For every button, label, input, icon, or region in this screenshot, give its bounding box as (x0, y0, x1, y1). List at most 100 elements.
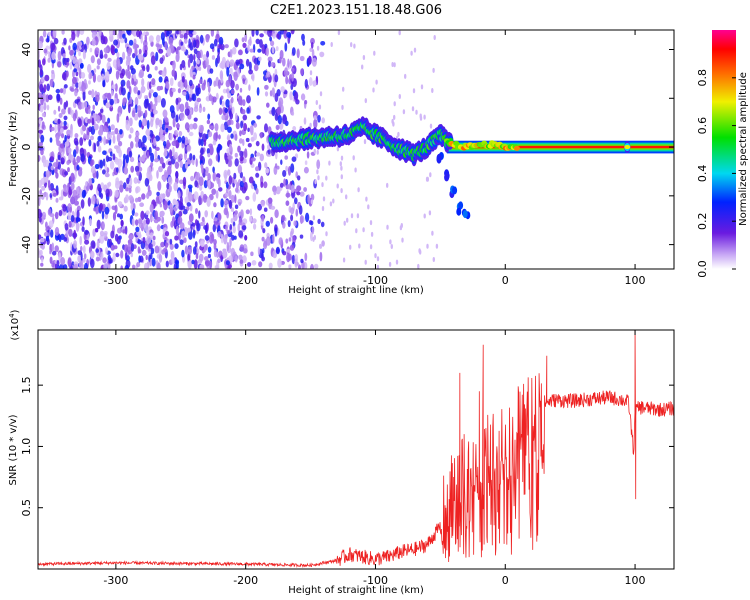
spectrogram-noise-pixel (345, 194, 348, 200)
spectrogram-noise-pixel (167, 161, 172, 166)
spectrogram-noise-pixel (162, 174, 167, 182)
spectrogram-noise-pixel (234, 210, 238, 215)
spectrogram-noise-pixel (145, 217, 150, 225)
spectrogram-noise-pixel (259, 33, 264, 38)
spectrogram-noise-pixel (288, 237, 292, 242)
spectrogram-noise-pixel (241, 74, 246, 81)
spectrogram-noise-pixel (198, 66, 202, 71)
spectrogram-noise-pixel (167, 201, 171, 206)
spectrogram-noise-pixel (388, 261, 392, 267)
spectrogram-noise-pixel (252, 218, 257, 224)
spectrogram-noise-pixel (235, 122, 240, 130)
spectrogram-noise-pixel (296, 48, 300, 59)
spectrogram-noise-pixel (354, 167, 357, 173)
spectrogram-noise-pixel (155, 43, 160, 48)
snr-series-line (37, 329, 674, 568)
spectrogram-noise-pixel (75, 71, 79, 77)
spectrogram-noise-pixel (75, 30, 78, 37)
spectrogram-noise-pixel (80, 153, 85, 162)
spectrogram-noise-pixel (62, 53, 66, 59)
spectrogram-noise-pixel (173, 263, 177, 269)
spectrogram-noise-pixel (286, 252, 291, 263)
spectrogram-noise-pixel (40, 237, 45, 243)
spectrogram-noise-pixel (161, 123, 166, 131)
spectrogram-noise-pixel (300, 215, 303, 224)
spectrogram-noise-pixel (309, 122, 312, 128)
spectrogram-noise-pixel (319, 51, 325, 58)
spectrogram-noise-pixel (144, 34, 148, 43)
spectrogram-noise-pixel (150, 161, 154, 168)
spectrogram-noise-pixel (143, 223, 149, 232)
spectrogram-noise-pixel (234, 158, 239, 167)
spectrogram-noise-pixel (102, 150, 107, 155)
spectrogram-noise-pixel (43, 84, 47, 93)
spectrogram-noise-pixel (38, 154, 41, 163)
spectrogram-noise-pixel (86, 36, 90, 45)
spectrogram-noise-pixel (46, 83, 50, 92)
spectrogram-noise-pixel (164, 242, 169, 249)
spectrogram-noise-pixel (99, 234, 105, 244)
spectrogram-noise-pixel (52, 30, 57, 38)
spectrogram-noise-pixel (184, 107, 190, 116)
spectrogram-y-ticks: -40 -20 0 20 40 (20, 43, 674, 254)
spectrogram-noise-pixel (161, 162, 166, 169)
spectrogram-noise-pixel (244, 148, 248, 159)
spectrogram-noise-pixel (233, 71, 238, 82)
spectrogram-noise-pixel (185, 101, 189, 110)
spectrogram-noise-pixel (233, 172, 237, 180)
spectrogram-noise-pixel (79, 62, 84, 69)
spectrogram-noise-pixel (245, 58, 250, 67)
spectrogram-noise-pixel (91, 89, 95, 99)
spectrogram-noise-pixel (229, 48, 233, 58)
spectrogram-noise-pixel (150, 152, 155, 163)
spectrogram-noise-pixel (195, 172, 201, 181)
spectrogram-noise-pixel (159, 57, 164, 64)
spectrogram-noise-pixel (125, 154, 129, 164)
spectrogram-noise-pixel (294, 153, 299, 159)
spectrogram-noise-pixel (110, 131, 116, 136)
spectrogram-noise-pixel (91, 31, 97, 39)
spectrogram-noise-pixel (162, 140, 167, 147)
spectrogram-noise-pixel (218, 107, 223, 115)
spectrogram-noise-pixel (200, 138, 204, 147)
spectrogram-noise-pixel (139, 69, 144, 78)
spectrogram-noise-pixel (193, 259, 198, 269)
spectrogram-noise-pixel (208, 143, 213, 148)
spectrogram-noise-pixel (136, 261, 141, 268)
spectrogram-noise-pixel (101, 73, 105, 81)
spectrogram-noise-pixel (49, 78, 54, 88)
spectrogram-noise-pixel (89, 218, 92, 226)
spectrogram-noise-pixel (81, 226, 85, 233)
spectrogram-noise-pixel (230, 120, 234, 125)
spectrogram-noise-pixel (307, 194, 311, 204)
spectrogram-noise-pixel (58, 209, 63, 217)
spectrogram-noise-pixel (426, 243, 429, 249)
spectrogram-noise-pixel (96, 65, 100, 70)
spectrogram-noise-pixel (47, 31, 51, 37)
spectrogram-noise-pixel (128, 134, 132, 139)
spectrogram-noise-pixel (255, 172, 260, 178)
spectrogram-noise-pixel (144, 177, 150, 187)
spectrogram-noise-pixel (73, 263, 79, 269)
spectrogram-noise-pixel (147, 103, 151, 111)
spectrogram-noise-pixel (52, 192, 57, 197)
snr-plot-area (38, 330, 674, 569)
spectrogram-noise-pixel (226, 229, 230, 235)
spectrogram-noise-pixel (255, 152, 261, 157)
spectrogram-noise-pixel (364, 259, 367, 265)
spectrogram-noise-pixel (290, 184, 295, 193)
spectrogram-noise-pixel (248, 61, 252, 71)
spectrogram-noise-pixel (165, 127, 169, 133)
spectrogram-noise-pixel (245, 209, 250, 215)
spectrogram-noise-pixel (57, 105, 61, 112)
spectrogram-noise-pixel (160, 128, 164, 136)
spectrogram-noise-pixel (127, 50, 132, 57)
spectrogram-noise-pixel (135, 142, 139, 148)
spectrogram-noise-pixel (266, 71, 271, 78)
spectrogram-noise-pixel (177, 216, 183, 225)
spectrogram-noise-pixel (264, 162, 268, 169)
spectrogram-noise-pixel (142, 146, 147, 152)
spectrogram-noise-pixel (299, 234, 304, 239)
spectrogram-noise-pixel (309, 70, 313, 76)
spectrogram-noise-pixel (160, 32, 165, 41)
